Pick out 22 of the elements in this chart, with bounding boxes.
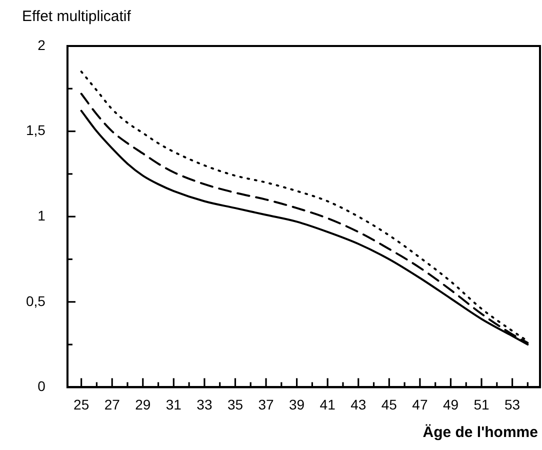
x-tick-label: 35 — [227, 396, 244, 412]
y-axis-title: Effet multiplicatif — [22, 8, 131, 25]
x-tick-label: 25 — [74, 396, 90, 412]
y-tick-label: 0,5 — [26, 292, 46, 309]
x-tick-label: 49 — [442, 396, 459, 412]
x-tick-label: 45 — [381, 396, 398, 412]
x-tick-label: 43 — [350, 396, 366, 412]
x-tick-label: 39 — [289, 396, 305, 412]
x-tick-label: 27 — [104, 396, 120, 412]
y-tick-label: 1 — [38, 207, 46, 224]
x-tick-label: 41 — [320, 396, 336, 412]
x-tick-label: 47 — [412, 396, 428, 412]
x-tick-label: 53 — [504, 396, 520, 412]
x-axis-title: Äge de l'homme — [422, 424, 538, 441]
x-tick-label: 51 — [474, 396, 490, 412]
y-tick-label: 2 — [38, 36, 46, 53]
x-tick-label: 33 — [196, 396, 212, 412]
y-tick-label: 1,5 — [26, 122, 46, 138]
x-tick-label: 37 — [258, 396, 274, 412]
y-tick-label: 0 — [38, 378, 46, 394]
x-tick-label: 29 — [135, 396, 151, 412]
x-tick-label: 31 — [166, 396, 182, 412]
